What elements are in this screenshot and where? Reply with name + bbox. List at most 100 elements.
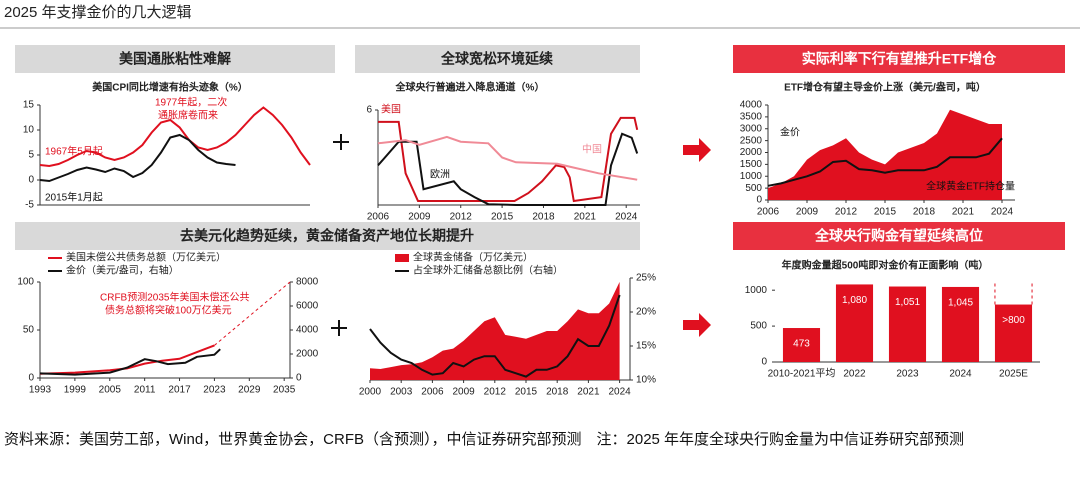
line xyxy=(39,133,236,183)
chart-title: 美国CPI同比增速有抬头迹象（%） xyxy=(92,81,248,94)
y-tick-label: 1500 xyxy=(740,159,763,170)
x-tick-label: 2009 xyxy=(408,212,431,223)
x-tick-label: 2006 xyxy=(421,387,444,398)
x-tick-label: 2018 xyxy=(532,212,555,223)
x-tick-label: 2011 xyxy=(134,385,156,396)
y-tick-label: 5 xyxy=(28,150,34,161)
annotation: 债务总额将突破100万亿美元 xyxy=(105,304,232,317)
line xyxy=(377,135,638,181)
legend-label: 占全球外汇储备总额比例（右轴） xyxy=(413,264,563,277)
chart-title: 年度购金量超500吨即对金价有正面影响（吨） xyxy=(782,259,989,272)
x-tick-label: 2021 xyxy=(952,207,975,218)
legend-label: 全球黄金储备（万亿美元） xyxy=(413,251,533,264)
x-tick-label: 2021 xyxy=(577,387,600,398)
banner-bg xyxy=(355,45,640,73)
footer: 资料来源：美国劳工部，Wind，世界黄金协会，CRFB（含预测），中信证券研究部… xyxy=(4,431,965,448)
y-tick-label: 4000 xyxy=(740,100,763,111)
banner-bg xyxy=(733,45,1065,73)
bar xyxy=(782,328,821,362)
value-label: 1,080 xyxy=(842,295,867,306)
chart: 2025 年支撑金价的几大逻辑 美国通胀粘性难解 全球宽松环境延续 实际利率下行… xyxy=(0,4,1080,398)
chart-title: ETF增仓有望主导金价上涨（美元/盎司，吨） xyxy=(784,81,986,94)
y-tick-label: 1000 xyxy=(745,285,768,296)
x-tick-label: 2010-2021平均 xyxy=(768,368,836,380)
bar xyxy=(941,286,980,362)
series-label: 美国 xyxy=(381,103,401,116)
value-label: 1,045 xyxy=(948,298,973,309)
legend-label: 美国未偿公共债务总额（万亿美元） xyxy=(66,251,226,264)
y-tick-label: 6 xyxy=(366,105,372,116)
annotation: CRFB预测2035年美国未偿还公共 xyxy=(100,291,249,304)
x-tick-label: 2006 xyxy=(757,207,780,218)
plus-sign xyxy=(331,134,349,336)
x-tick-label: 2024 xyxy=(615,212,638,223)
x-tick-label: 2018 xyxy=(913,207,936,218)
area xyxy=(370,281,620,380)
x-tick-label: 2015 xyxy=(515,387,538,398)
series-label: 全球黄金ETF持仓量 xyxy=(926,180,1015,193)
series-label: 欧洲 xyxy=(430,169,450,181)
x-tick-label: 2024 xyxy=(991,207,1014,218)
x-tick-label: 2006 xyxy=(367,212,390,223)
value-label: 1,051 xyxy=(895,297,920,308)
y-tick-label: 0 xyxy=(761,357,767,368)
y-tick-label: 500 xyxy=(750,321,767,332)
y-tick-label: 15 xyxy=(23,100,35,111)
y2-tick-label: 2000 xyxy=(296,349,319,360)
x-tick-label: 2025E xyxy=(999,369,1028,380)
page-title: 2025 年支撑金价的几大逻辑 xyxy=(4,4,192,21)
x-tick-label: 2005 xyxy=(99,385,122,396)
bar xyxy=(888,286,927,362)
bar xyxy=(835,284,874,362)
legend-label: 金价（美元/盎司，右轴） xyxy=(66,264,179,277)
banner: 全球央行购金有望延续高位 xyxy=(814,228,983,244)
series-label: 金价 xyxy=(780,126,800,139)
y2-tick-label: 8000 xyxy=(296,277,319,288)
banner: 实际利率下行有望推升ETF增仓 xyxy=(802,51,997,67)
banner-bg xyxy=(733,222,1065,250)
line xyxy=(767,137,1003,187)
y-tick-label: 2000 xyxy=(740,147,763,158)
line xyxy=(39,348,221,376)
x-tick-label: 1993 xyxy=(29,385,52,396)
x-tick-label: 2017 xyxy=(168,385,191,396)
y2-tick-label: 0 xyxy=(296,373,302,384)
x-tick-label: 2012 xyxy=(484,387,507,398)
series-label: 中国 xyxy=(582,143,602,156)
x-tick-label: 2015 xyxy=(874,207,897,218)
bar xyxy=(994,304,1033,362)
x-tick-label: 2015 xyxy=(491,212,514,223)
x-tick-label: 2035 xyxy=(273,385,296,396)
y2-tick-label: 25% xyxy=(636,273,656,284)
x-tick-label: 2012 xyxy=(450,212,473,223)
y-tick-label: 0 xyxy=(28,175,34,186)
x-tick-label: 2009 xyxy=(452,387,475,398)
annotation: 1977年起，二次 xyxy=(155,96,227,109)
line xyxy=(39,344,215,375)
banner: 去美元化趋势延续，黄金储备资产地位长期提升 xyxy=(180,228,474,244)
y-tick-label: 0 xyxy=(28,373,34,384)
y-tick-label: -5 xyxy=(25,200,34,211)
x-tick-label: 2023 xyxy=(203,385,226,396)
y-tick-label: 2500 xyxy=(740,135,763,146)
x-tick-label: 2023 xyxy=(896,369,919,380)
line xyxy=(39,106,311,168)
x-tick-label: 2009 xyxy=(796,207,819,218)
arrow xyxy=(683,138,711,337)
line xyxy=(369,294,621,378)
legend-swatch xyxy=(395,254,409,262)
x-tick-label: 2024 xyxy=(608,387,631,398)
projection-arrow xyxy=(214,281,291,346)
area xyxy=(768,109,1002,200)
x-tick-label: 2018 xyxy=(546,387,569,398)
x-tick-label: 2022 xyxy=(843,369,866,380)
x-tick-label: 2021 xyxy=(574,212,597,223)
value-label: 473 xyxy=(793,339,810,350)
y2-tick-label: 20% xyxy=(636,307,656,318)
line xyxy=(377,132,639,206)
annotation: 2015年1月起 xyxy=(45,191,103,204)
y-tick-label: 0 xyxy=(756,195,762,206)
banner-bg xyxy=(15,45,335,73)
annotation: 通胀席卷而来 xyxy=(158,109,218,122)
